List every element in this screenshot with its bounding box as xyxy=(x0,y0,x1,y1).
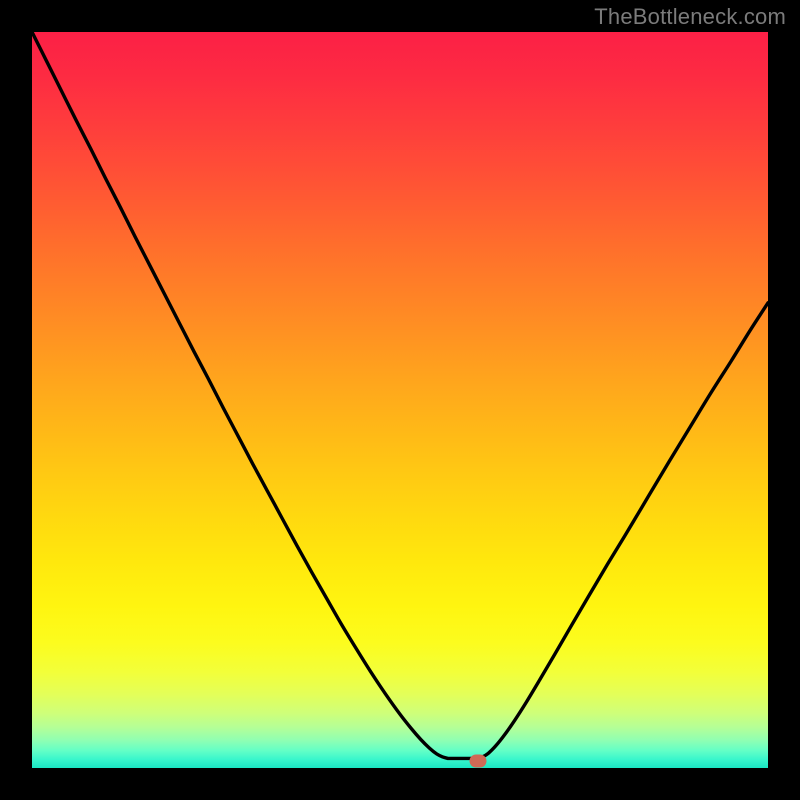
plot-area xyxy=(32,32,768,768)
curve-path xyxy=(32,32,768,758)
optimum-marker xyxy=(470,754,487,767)
watermark-text: TheBottleneck.com xyxy=(594,4,786,30)
bottleneck-curve xyxy=(32,32,768,768)
chart-container: TheBottleneck.com xyxy=(0,0,800,800)
